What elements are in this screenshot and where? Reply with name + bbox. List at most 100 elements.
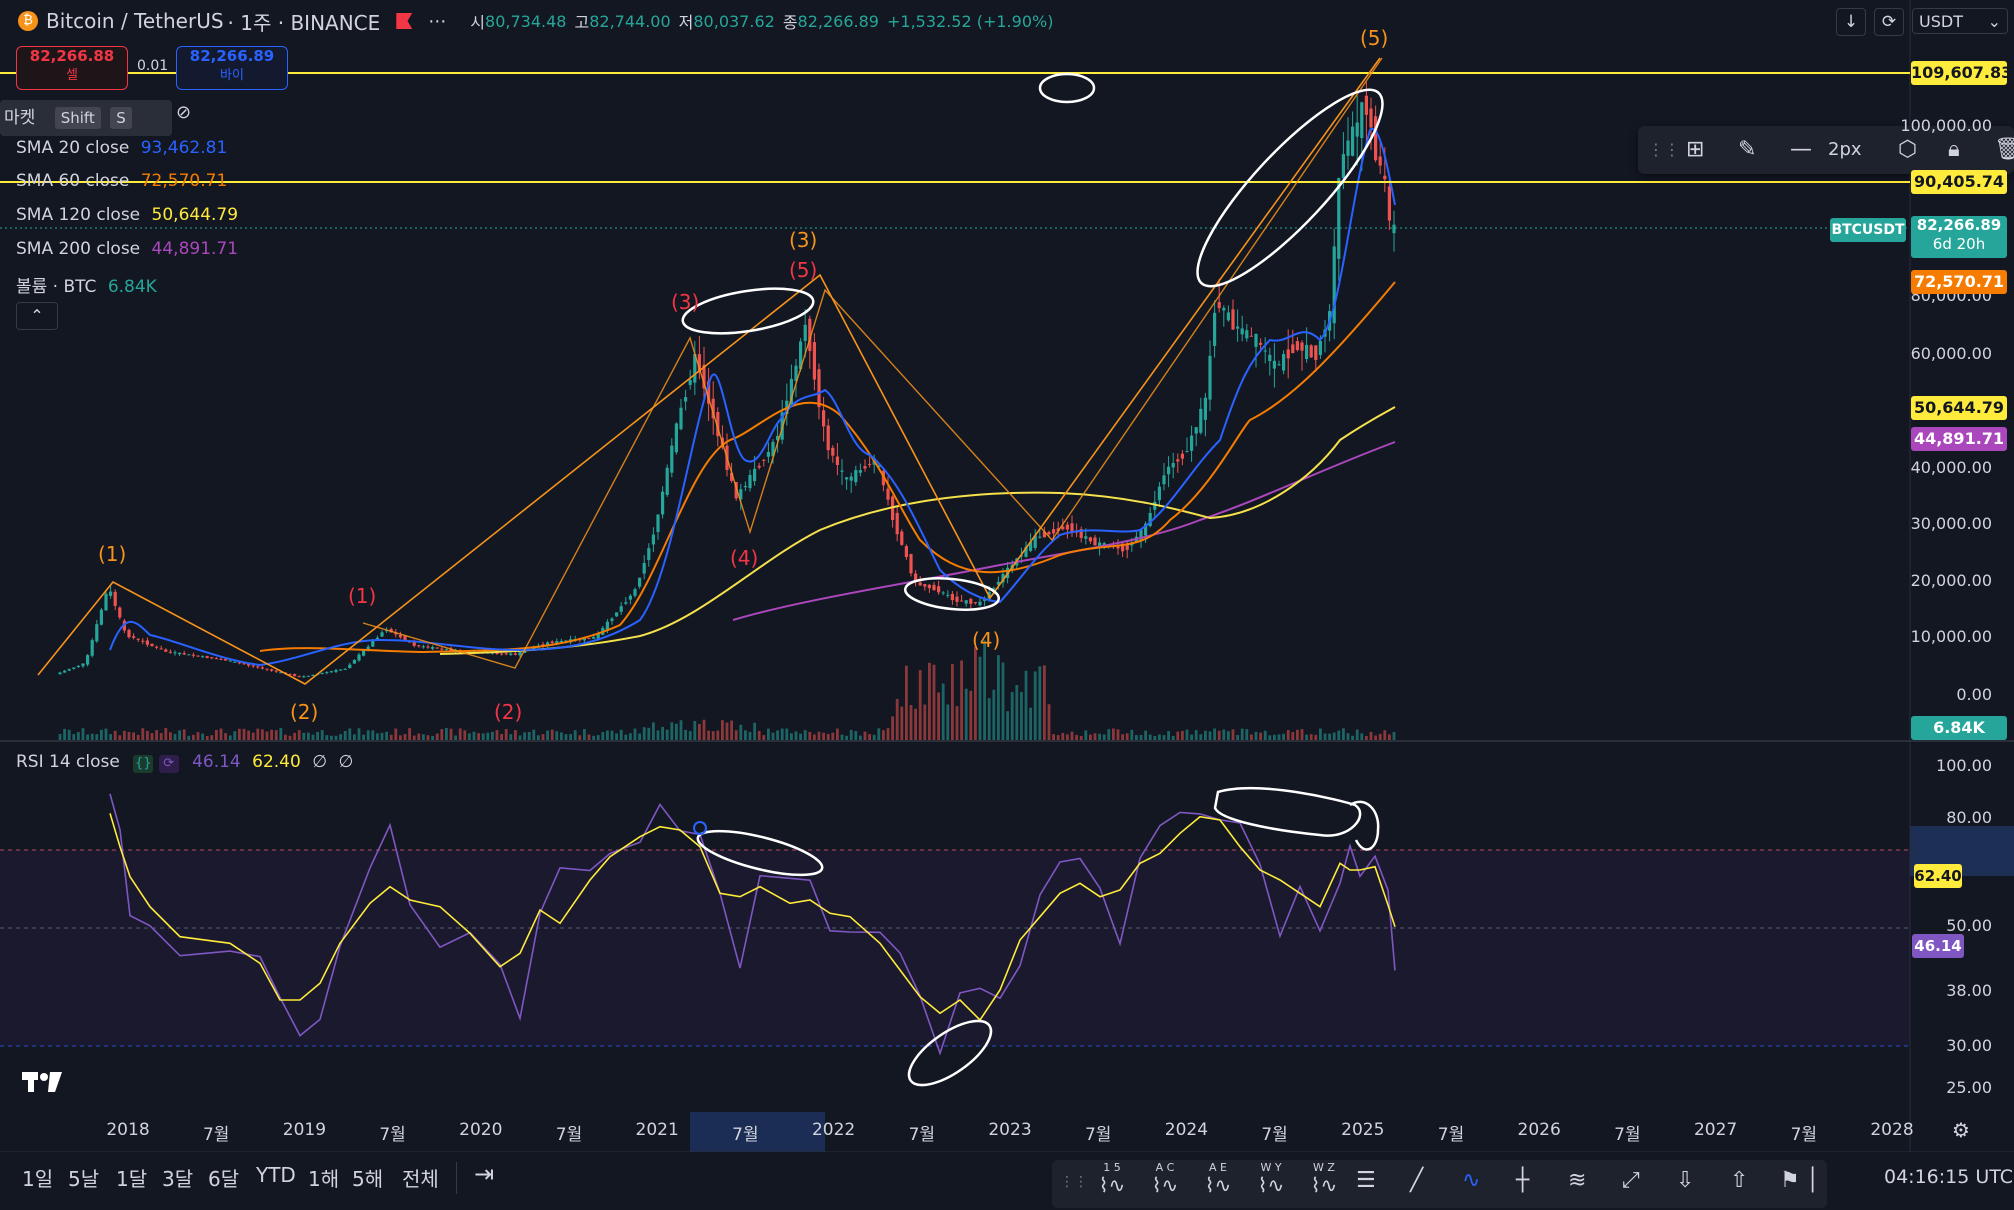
legend-sma20[interactable]: SMA 20 close 93,462.81	[16, 138, 227, 158]
vertical-line-icon[interactable]: │	[1806, 1168, 1820, 1193]
volume-bar	[417, 733, 421, 740]
hide-eye-icon[interactable]: ⊘	[176, 102, 192, 123]
timeframe-button[interactable]: 1해	[308, 1167, 340, 1191]
volume-bar	[592, 735, 595, 740]
channel-icon[interactable]: ≋	[1568, 1168, 1587, 1193]
wave-label-orange-1: (1)	[98, 542, 127, 566]
candle-body	[532, 647, 536, 650]
pattern-tool[interactable]: W Y ⌇∿	[1251, 1162, 1291, 1197]
interval-exchange[interactable]: · 1주 · BINANCE	[227, 10, 381, 35]
fib-icon[interactable]: ☰	[1356, 1168, 1376, 1193]
timeframe-button[interactable]: 1달	[116, 1167, 148, 1191]
currency-select[interactable]: USDT ⌄	[1912, 8, 2008, 34]
volume-bar	[739, 724, 743, 740]
volume-bar	[1181, 730, 1184, 740]
legend-sma60[interactable]: SMA 60 close 72,570.71	[16, 171, 227, 191]
candle-body	[702, 364, 706, 389]
candle-body	[1061, 526, 1065, 530]
timeframe-button[interactable]: 전체	[402, 1167, 439, 1191]
pattern-tool[interactable]: A E ⌇∿	[1198, 1162, 1238, 1197]
legend-sma120[interactable]: SMA 120 close 50,644.79	[16, 205, 238, 225]
time-axis-settings-icon[interactable]: ⚙	[1952, 1118, 1970, 1142]
source-code-icon[interactable]: {}	[133, 755, 154, 773]
clock[interactable]: 04:16:15 UTC	[1884, 1166, 2014, 1188]
candle-body	[1148, 512, 1152, 527]
timeframe-button[interactable]: 1일	[22, 1167, 54, 1191]
volume-bar	[638, 733, 641, 740]
candle-body	[555, 641, 559, 644]
time-tick: 2024	[1164, 1120, 1209, 1140]
template-icon[interactable]: ⊞	[1686, 137, 1705, 162]
lock-icon[interactable]: 🔒︎	[1948, 137, 1960, 162]
sell-button[interactable]: 82,266.88 셀	[16, 46, 128, 90]
candle-body	[1093, 537, 1097, 546]
volume-bar	[205, 735, 209, 740]
candle-body	[651, 534, 655, 545]
candle-body	[1249, 335, 1253, 337]
drag-handle-icon[interactable]: ⋮⋮	[1648, 140, 1680, 159]
line-width-icon[interactable]: —	[1790, 137, 1812, 162]
pattern-tool[interactable]: 1 5 ⌇∿	[1092, 1162, 1132, 1197]
timeframe-button[interactable]: YTD	[256, 1163, 296, 1187]
settings-icon[interactable]: ⬡	[1898, 137, 1918, 162]
candle-body	[371, 640, 375, 647]
timeframe-button[interactable]: 5해	[352, 1167, 384, 1191]
volume-bar	[822, 732, 825, 740]
candle-body	[311, 675, 315, 677]
candle-body	[1337, 178, 1341, 259]
drag-handle-icon[interactable]: ⋮⋮	[1060, 1174, 1088, 1190]
candle-body	[1259, 342, 1263, 345]
volume-bar	[210, 735, 214, 740]
pattern-tool[interactable]: A C ⌇∿	[1145, 1162, 1185, 1197]
candle-body	[1157, 486, 1161, 501]
candle-body	[886, 488, 890, 500]
wave-label-red-2: (2)	[494, 700, 523, 724]
symbol-name[interactable]: Bitcoin / TetherUS	[46, 9, 224, 33]
candle-body	[550, 641, 554, 643]
volume-value: 6.84K	[107, 277, 157, 297]
download-button[interactable]: ↓	[1836, 8, 1866, 36]
collapse-legend-button[interactable]: ⌃	[16, 302, 58, 330]
legend-sma200[interactable]: SMA 200 close 44,891.71	[16, 239, 238, 259]
candle-body	[426, 646, 430, 648]
volume-bar	[1378, 733, 1382, 740]
more-icon[interactable]: ⋯	[428, 10, 447, 32]
timeframe-button[interactable]: 6달	[208, 1167, 240, 1191]
trendline-icon[interactable]: ╱	[1410, 1168, 1424, 1193]
candle-body	[803, 324, 807, 341]
flag-marker-icon[interactable]: ⚑	[1780, 1168, 1800, 1193]
legend-volume[interactable]: 볼륨 · BTC 6.84K	[16, 272, 157, 297]
ohlc-low-key: 저	[678, 13, 694, 32]
sync-icon[interactable]: ⟳	[158, 755, 179, 773]
candle-body	[136, 638, 140, 640]
trash-icon[interactable]: 🗑︎	[1994, 137, 2014, 162]
volume-bar	[550, 729, 554, 740]
timeframe-button[interactable]: 5날	[68, 1167, 100, 1191]
candle-body	[615, 612, 619, 617]
pencil-icon[interactable]: ✎	[1738, 137, 1757, 162]
arrow-up-marker-icon[interactable]: ⇧	[1730, 1168, 1749, 1193]
candle-body	[325, 672, 329, 674]
timeframe-button[interactable]: 3달	[162, 1167, 194, 1191]
candle-body	[1346, 140, 1350, 156]
candle-body	[582, 637, 586, 641]
candle-body	[973, 602, 977, 604]
arrow-down-marker-icon[interactable]: ⇩	[1676, 1168, 1695, 1193]
volume-bar	[445, 728, 448, 740]
refresh-button[interactable]: ⟳	[1874, 8, 1904, 36]
time-tick: 7월	[1261, 1125, 1288, 1145]
volume-bar	[486, 732, 490, 740]
rsi-legend[interactable]: RSI 14 close {} ⟳ 46.14 62.40 ∅ ∅	[16, 752, 353, 773]
candle-body	[1226, 312, 1230, 321]
crosshair-icon[interactable]: ┼	[1516, 1168, 1530, 1193]
time-tick: 2026	[1517, 1120, 1561, 1140]
buy-button[interactable]: 82,266.89 바이	[176, 46, 288, 90]
line-width-value[interactable]: 2px	[1828, 139, 1862, 160]
ray-icon[interactable]: ⤢	[1622, 1168, 1640, 1193]
volume-bar	[918, 670, 922, 740]
date-range-icon[interactable]: ⇥	[474, 1160, 495, 1188]
pattern-tool[interactable]: W Z ⌇∿	[1304, 1162, 1344, 1197]
curve-icon[interactable]: ∿	[1462, 1168, 1481, 1193]
volume-bar	[734, 730, 738, 740]
